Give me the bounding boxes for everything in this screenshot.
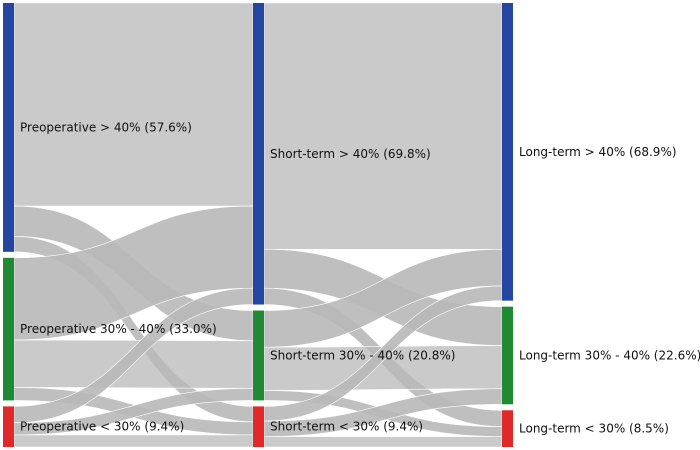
node-label-pre_30_40: Preoperative 30% - 40% (33.0%)	[20, 322, 217, 336]
node-pre_lt30	[3, 406, 14, 447]
node-label-st_gt40: Short-term > 40% (69.8%)	[270, 147, 431, 161]
node-lt_30_40	[502, 306, 513, 405]
link-st_lt30-to-lt_lt30	[263, 436, 503, 448]
node-label-lt_gt40: Long-term > 40% (68.9%)	[519, 145, 677, 159]
label-layer: Preoperative > 40% (57.6%) Preoperative 3…	[20, 120, 700, 435]
node-st_gt40	[253, 3, 264, 305]
link-pre_gt40-to-st_gt40	[13, 2, 254, 207]
node-label-pre_gt40: Preoperative > 40% (57.6%)	[20, 120, 192, 134]
link-pre_lt30-to-st_lt30	[13, 434, 254, 448]
node-label-pre_lt30: Preoperative < 30% (9.4%)	[20, 420, 184, 434]
node-st_30_40	[253, 310, 264, 401]
node-lt_lt30	[502, 410, 513, 447]
node-label-st_lt30: Short-term < 30% (9.4%)	[270, 420, 423, 434]
node-pre_30_40	[3, 257, 14, 401]
node-lt_gt40	[502, 3, 513, 301]
node-st_lt30	[253, 406, 264, 447]
node-label-lt_lt30: Long-term < 30% (8.5%)	[519, 422, 669, 436]
node-pre_gt40	[3, 3, 14, 252]
node-label-lt_30_40: Long-term 30% - 40% (22.6%)	[519, 348, 700, 362]
link-st_gt40-to-lt_gt40	[263, 2, 503, 250]
node-label-st_30_40: Short-term 30% - 40% (20.8%)	[270, 348, 455, 362]
node-layer	[3, 3, 513, 447]
